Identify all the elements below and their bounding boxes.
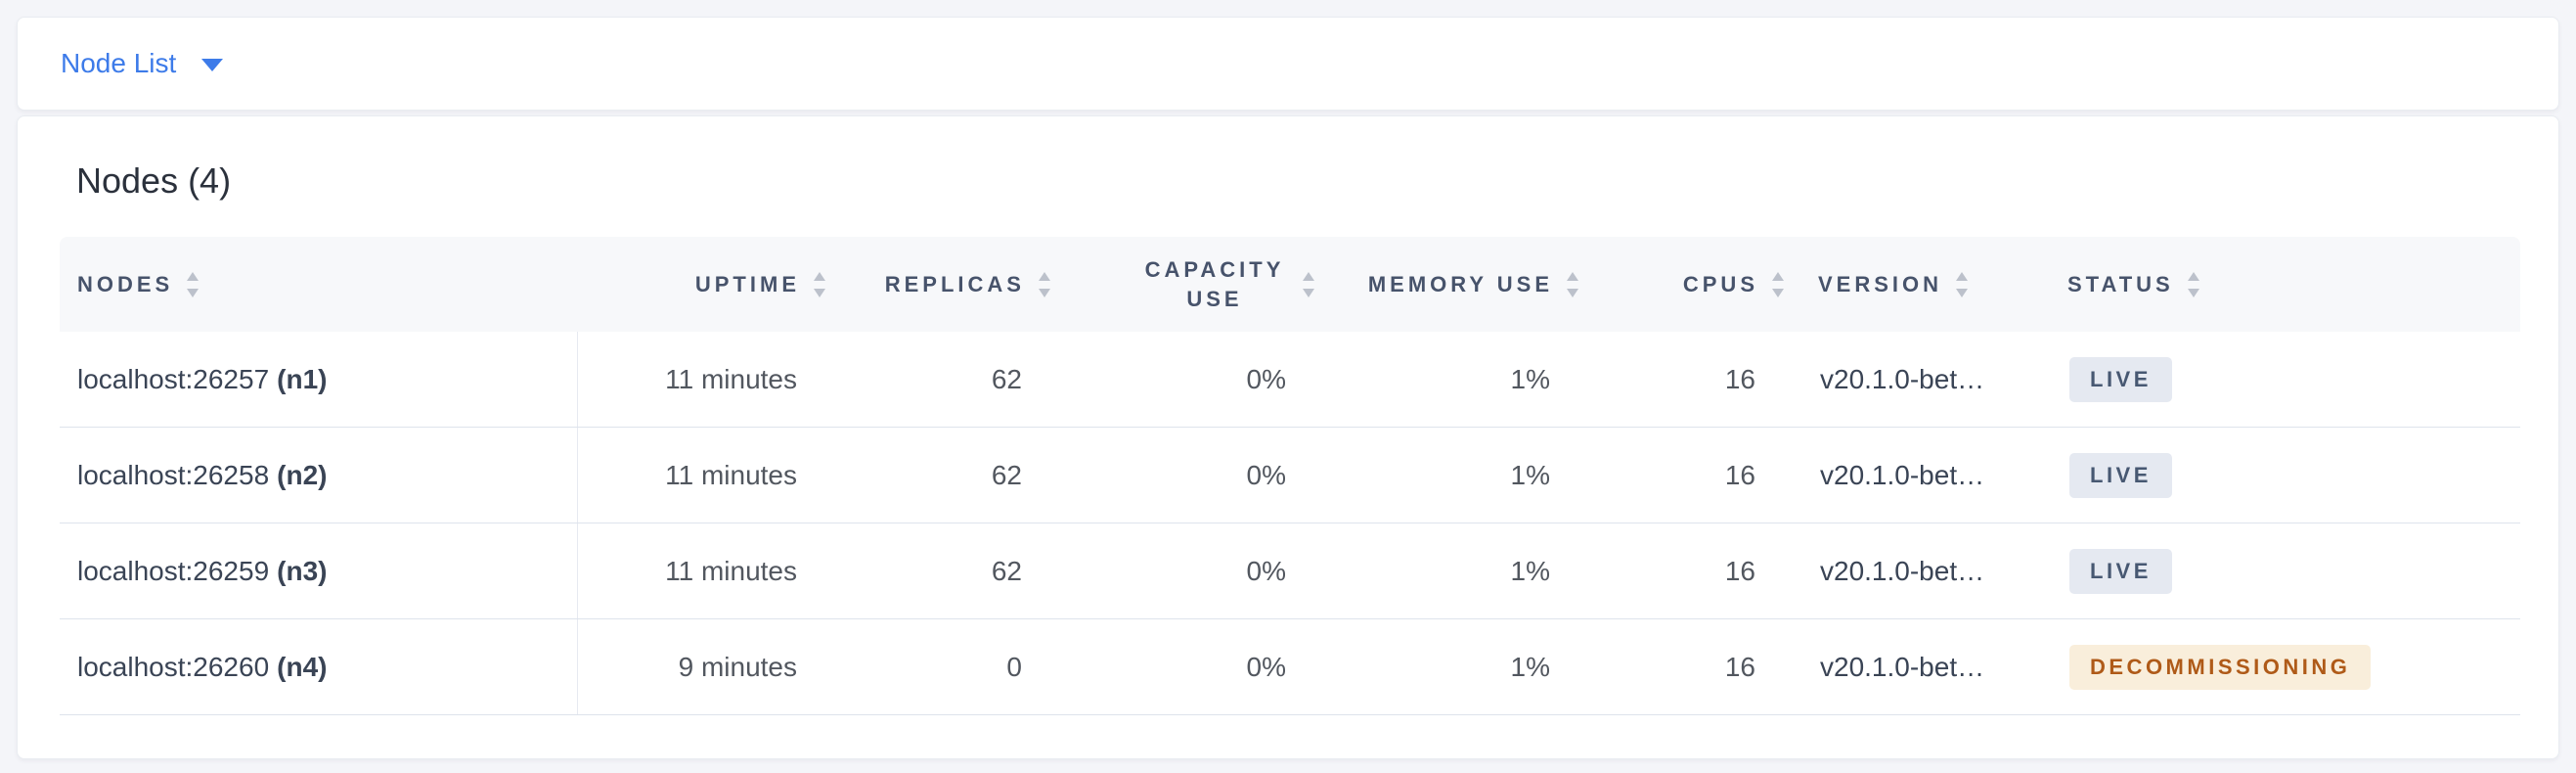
sort-icon[interactable] [186, 270, 200, 299]
table-row[interactable]: localhost:26257 (n1) 11 minutes 62 0% 1%… [60, 332, 2520, 428]
column-header-capacity-use[interactable]: Capacity Use [1067, 237, 1331, 332]
memory-use-cell: 1% [1510, 363, 1550, 394]
node-address-cell[interactable]: localhost:26259 (n3) [60, 523, 578, 618]
column-header-replicas[interactable]: Replicas [842, 237, 1067, 332]
column-header-version[interactable]: Version [1800, 237, 2050, 332]
status-cell: LIVE [2050, 523, 2520, 618]
uptime-cell: 11 minutes [665, 555, 797, 586]
node-address-cell[interactable]: localhost:26258 (n2) [60, 428, 578, 523]
page-title: Nodes (4) [76, 160, 232, 201]
sort-icon[interactable] [1955, 270, 1969, 299]
node-address: localhost:26258 [77, 459, 270, 490]
column-header-memory-use[interactable]: Memory Use [1331, 237, 1595, 332]
column-header-nodes[interactable]: Nodes [60, 237, 578, 332]
sort-icon[interactable] [1771, 270, 1785, 299]
status-badge: DECOMMISSIONING [2069, 644, 2372, 690]
replicas-cell: 62 [991, 363, 1022, 394]
replicas-cell: 0 [1006, 651, 1022, 682]
status-cell: LIVE [2050, 428, 2520, 523]
node-address: localhost:26260 [77, 651, 270, 682]
node-address: localhost:26257 [77, 363, 270, 394]
memory-use-cell: 1% [1510, 459, 1550, 490]
column-header-label: Memory Use [1367, 271, 1553, 296]
sort-icon[interactable] [1038, 270, 1051, 299]
uptime-cell: 11 minutes [665, 459, 797, 490]
table-header-row: Nodes Uptime Replicas Capacity Use Memor… [60, 237, 2520, 332]
capacity-use-cell: 0% [1246, 459, 1286, 490]
memory-use-cell: 1% [1510, 555, 1550, 586]
memory-use-cell: 1% [1510, 651, 1550, 682]
column-header-label: Uptime [694, 271, 800, 296]
version-cell: v20.1.0-bet… [1820, 363, 1985, 394]
sort-icon[interactable] [1302, 270, 1315, 299]
cpus-cell: 16 [1724, 459, 1755, 490]
nodes-table: Nodes Uptime Replicas Capacity Use Memor… [60, 237, 2520, 715]
node-address-cell[interactable]: localhost:26260 (n4) [60, 619, 578, 714]
capacity-use-cell: 0% [1246, 651, 1286, 682]
status-badge: LIVE [2069, 356, 2172, 402]
node-address: localhost:26259 [77, 555, 270, 586]
version-cell: v20.1.0-bet… [1820, 555, 1985, 586]
node-list-dropdown[interactable]: Node List [61, 48, 224, 79]
status-badge: LIVE [2069, 452, 2172, 498]
sort-icon[interactable] [1566, 270, 1579, 299]
view-selector-bar: Node List [17, 17, 2559, 111]
table-row[interactable]: localhost:26258 (n2) 11 minutes 62 0% 1%… [60, 428, 2520, 523]
capacity-use-cell: 0% [1246, 555, 1286, 586]
status-cell: LIVE [2050, 332, 2520, 427]
column-header-label: Replicas [884, 271, 1025, 296]
caret-down-icon [201, 59, 224, 71]
node-id: (n2) [277, 459, 328, 490]
cpus-cell: 16 [1724, 555, 1755, 586]
cpus-cell: 16 [1724, 363, 1755, 394]
column-header-label: Nodes [77, 271, 174, 296]
uptime-cell: 9 minutes [678, 651, 797, 682]
version-cell: v20.1.0-bet… [1820, 459, 1985, 490]
node-id: (n3) [277, 555, 328, 586]
version-cell: v20.1.0-bet… [1820, 651, 1985, 682]
replicas-cell: 62 [991, 555, 1022, 586]
node-address-cell[interactable]: localhost:26257 (n1) [60, 332, 578, 427]
capacity-use-cell: 0% [1246, 363, 1286, 394]
sort-icon[interactable] [2187, 270, 2200, 299]
status-cell: DECOMMISSIONING [2050, 619, 2520, 714]
replicas-cell: 62 [991, 459, 1022, 490]
column-header-cpus[interactable]: CPUs [1595, 237, 1800, 332]
table-row[interactable]: localhost:26259 (n3) 11 minutes 62 0% 1%… [60, 523, 2520, 619]
node-list-dropdown-label[interactable]: Node List [61, 48, 177, 78]
cpus-cell: 16 [1724, 651, 1755, 682]
node-id: (n4) [277, 651, 328, 682]
column-header-label: Capacity Use [1144, 256, 1285, 311]
uptime-cell: 11 minutes [665, 363, 797, 394]
column-header-status[interactable]: Status [2050, 237, 2520, 332]
status-badge: LIVE [2069, 548, 2172, 594]
nodes-card: Nodes (4) Nodes Uptime Replicas Capacity… [17, 115, 2559, 759]
node-id: (n1) [277, 363, 328, 394]
sort-icon[interactable] [813, 270, 826, 299]
column-header-label: Version [1818, 271, 1943, 296]
column-header-label: Status [2067, 271, 2174, 296]
column-header-uptime[interactable]: Uptime [578, 237, 842, 332]
table-row[interactable]: localhost:26260 (n4) 9 minutes 0 0% 1% 1… [60, 619, 2520, 715]
column-header-label: CPUs [1682, 271, 1758, 296]
